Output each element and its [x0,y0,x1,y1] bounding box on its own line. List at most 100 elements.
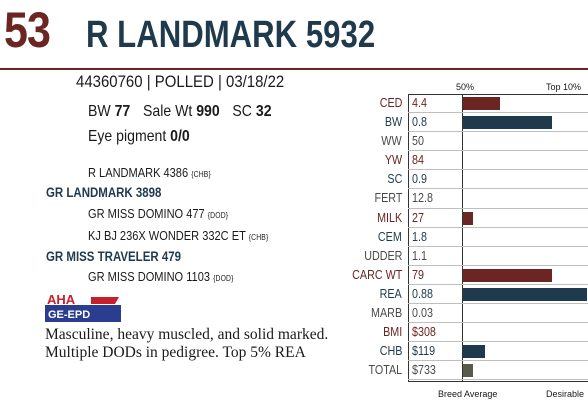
epd-value-label: 0.03 [412,306,433,321]
sc-label: SC [232,103,252,120]
bw-value: 77 [114,103,131,120]
epd-row: CHB $119 [368,342,588,362]
epd-row-rule [408,207,588,209]
logo-top-text: AHA [47,292,76,307]
registration-line: 44360760 | POLLED | 03/18/22 [76,72,285,91]
epd-header-50: 50% [456,82,475,92]
comments: Masculine, heavy muscled, and solid mark… [45,326,385,362]
title-divider [0,68,588,70]
epd-axis-left [408,94,409,381]
pedigree-name: KJ BJ 236X WONDER 332C ET [88,228,246,243]
epd-trait-label: CED [379,96,402,110]
epd-trait-label: UDDER [363,248,402,263]
pedigree-name: GR LANDMARK 3898 [46,185,162,200]
epd-row: REA 0.88 [368,285,588,305]
epd-value-label: 1.8 [412,229,427,244]
epd-row-rule [408,226,588,228]
epd-row: TOTAL $733 [368,361,588,381]
epd-axis-average [462,94,463,381]
eye-label: Eye pigment [88,128,167,145]
eye-value: 0/0 [170,128,190,145]
epd-chart: 50% Top 10% CED 4.4 BW 0.8 WW 50 YW 84 SC 0.9 FERT… [352,82,588,399]
epd-value-label: 27 [412,210,424,225]
bw-label: BW [88,103,111,120]
epd-row-rule [408,169,588,171]
epd-trait-label: CEM [378,229,402,244]
weight-stats: BW 77 Sale Wt 990 SC 32 [88,102,272,122]
epd-row: FERT 12.8 [368,189,588,209]
epd-value-label: $733 [412,363,436,378]
epd-row: BW 0.8 [368,113,588,133]
epd-row-rule [408,150,588,152]
epd-bar [463,268,552,282]
epd-bar [463,287,587,301]
pedigree-sire: GR LANDMARK 3898 [46,185,161,201]
epd-value-label: 1.1 [412,248,427,263]
epd-trait-label: YW [384,153,402,168]
epd-trait-label: TOTAL [368,363,402,378]
epd-row: WW 50 [368,132,588,152]
epd-row: MARB 0.03 [368,304,588,324]
epd-row: CED 4.4 [368,94,588,114]
pedigree-sire-sire: R LANDMARK 4386 {CHB} [88,165,211,183]
epd-value-label: 0.9 [412,172,427,187]
epd-axis-bottom [408,381,588,382]
epd-row: UDDER 1.1 [364,247,588,266]
pedigree-dam-sire: KJ BJ 236X WONDER 332C ET {CHB} [88,228,268,246]
epd-row: YW 84 [368,151,588,171]
pedigree-sire-dam: GR MISS DOMINO 477 {DOD} [88,206,228,224]
epd-trait-label: WW [381,134,402,149]
epd-row: CEM 1.8 [368,228,588,247]
lot-number: 53 [4,2,51,58]
epd-header-top10: Top 10% [546,82,582,92]
epd-value-label: 79 [412,267,424,282]
epd-bar [463,364,473,378]
epd-rows: CED 4.4 BW 0.8 WW 50 YW 84 SC 0.9 FERT 12.8 MILK 27 CE… [352,94,588,381]
epd-value-label: $308 [412,325,436,340]
epd-row: BMI $308 [368,323,588,343]
epd-trait-label: BMI [382,325,402,340]
epd-row-rule [408,360,588,362]
epd-footer-desirable: Desirable [546,389,585,399]
epd-row-rule [408,188,588,190]
epd-row-rule [408,341,588,343]
animal-name: R LANDMARK 5932 [86,14,376,56]
pedigree-tag: {DOD} [213,274,234,283]
epd-trait-label: SC [387,172,402,187]
epd-trait-label: CHB [379,344,402,359]
epd-row-rule [408,264,588,266]
pedigree-name: GR MISS DOMINO 1103 [88,269,210,284]
pedigree-dam-dam: GR MISS DOMINO 1103 {DOD} [88,269,234,287]
logo-bottom-text: GE-EPD [48,309,90,321]
epd-axis-top [408,94,588,95]
sc-value: 32 [255,103,272,120]
epd-row-rule [408,283,588,285]
epd-trait-label: REA [379,286,402,301]
epd-row-rule [408,379,588,381]
sale-wt-value: 990 [196,103,220,120]
pedigree-tag: {DOD} [207,211,229,220]
epd-value-label: 84 [412,153,424,168]
pedigree-name: R LANDMARK 4386 [88,165,189,180]
epd-row: MILK 27 [368,209,588,228]
pedigree-tag: {CHB} [191,170,211,179]
epd-row-rule [408,303,588,305]
epd-trait-label: MARB [370,306,402,321]
epd-footer-average: Breed Average [438,389,498,399]
epd-bar [463,116,552,130]
pedigree-name: GR MISS DOMINO 477 [88,206,205,221]
epd-value-label: 12.8 [412,191,433,206]
epd-row-rule [408,245,588,247]
comment-line: Multiple DODs in pedigree. Top 5% REA [45,344,306,361]
epd-trait-label: MILK [376,210,402,225]
epd-bar [463,97,500,110]
epd-row-rule [408,131,588,133]
pedigree-dam: GR MISS TRAVELER 479 [46,249,181,265]
epd-trait-label: BW [384,115,402,130]
comment-line: Masculine, heavy muscled, and solid mark… [45,326,329,343]
sale-wt-label: Sale Wt [142,103,193,120]
epd-bar [463,345,485,359]
eye-pigment: Eye pigment 0/0 [88,127,190,147]
epd-value-label: 4.4 [412,96,427,110]
aha-ge-epd-logo: AHA GE-EPD [45,292,121,322]
